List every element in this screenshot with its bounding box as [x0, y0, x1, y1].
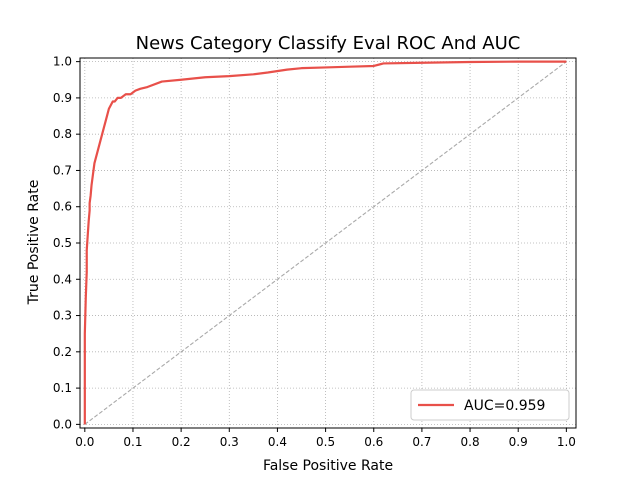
x-axis-label: False Positive Rate — [263, 458, 393, 474]
y-tick-label: 0.5 — [53, 236, 72, 250]
legend-box — [410, 389, 570, 421]
y-tick-label: 0.6 — [53, 200, 72, 214]
x-tick-label: 0.6 — [364, 435, 383, 449]
x-tick-label: 0.4 — [268, 435, 287, 449]
y-tick-label: 0.0 — [53, 417, 72, 431]
legend-label: AUC=0.959 — [464, 398, 545, 414]
y-tick-label: 0.8 — [53, 127, 72, 141]
chance-diagonal — [84, 61, 567, 425]
y-tick-label: 0.1 — [53, 381, 72, 395]
roc-curve — [83, 60, 567, 425]
y-tick-label: 0.4 — [53, 272, 72, 286]
x-tick-label: 1.0 — [557, 435, 576, 449]
x-tick-label: 0.8 — [461, 435, 480, 449]
chart-title: News Category Classify Eval ROC And AUC — [136, 33, 521, 54]
y-axis-label: True Positive Rate — [26, 180, 42, 306]
y-tick-label: 0.2 — [53, 345, 72, 359]
series-layer — [83, 60, 567, 425]
y-tick-label: 0.9 — [53, 91, 72, 105]
x-tick-label: 0.2 — [172, 435, 191, 449]
x-tick-label: 0.5 — [316, 435, 335, 449]
x-axis-ticks: 0.0 0.1 0.2 0.3 0.4 0.5 0.6 0.7 0.8 0.9 1.0 — [75, 428, 576, 449]
y-tick-label: 1.0 — [53, 55, 72, 69]
x-tick-label: 0.1 — [123, 435, 142, 449]
y-axis-ticks: 0.0 0.1 0.2 0.3 0.4 0.5 0.6 0.7 0.8 0.9 1.0 — [53, 55, 80, 431]
x-tick-label: 0.9 — [509, 435, 528, 449]
x-tick-label: 0.7 — [412, 435, 431, 449]
y-tick-label: 0.3 — [53, 309, 72, 323]
x-tick-label: 0.3 — [220, 435, 239, 449]
legend: AUC=0.959 — [410, 389, 570, 421]
y-tick-label: 0.7 — [53, 163, 72, 177]
x-tick-label: 0.0 — [75, 435, 94, 449]
